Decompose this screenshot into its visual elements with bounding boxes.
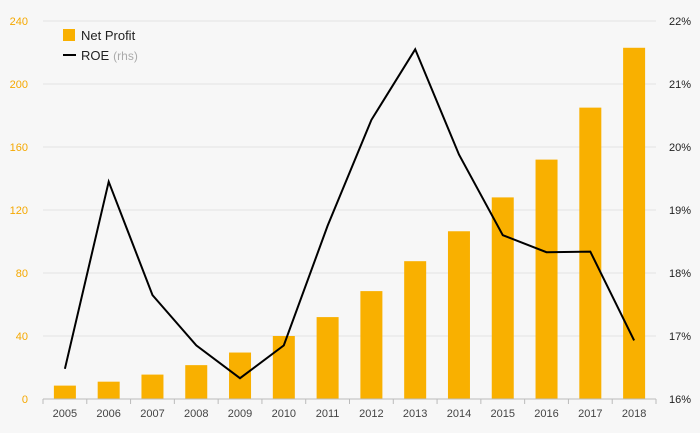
bar-net-profit-2013 <box>404 261 427 399</box>
bar-net-profit-2016 <box>535 159 558 399</box>
right-y-tick-label: 16% <box>669 394 691 406</box>
left-y-tick-label: 200 <box>10 79 28 91</box>
left-y-tick-label: 240 <box>10 16 28 28</box>
left-y-tick-label: 160 <box>10 142 28 154</box>
bar-net-profit-2011 <box>316 317 339 399</box>
x-tick-label: 2017 <box>578 408 602 420</box>
x-tick-label: 2013 <box>403 408 427 420</box>
x-tick-label: 2016 <box>534 408 558 420</box>
bar-net-profit-2009 <box>229 352 252 399</box>
x-tick-label: 2012 <box>359 408 383 420</box>
left-y-axis-ticks: 0 40 80 120 160 200 240 <box>10 16 28 406</box>
x-tick-label: 2008 <box>184 408 208 420</box>
x-tick-label: 2018 <box>622 408 646 420</box>
left-y-tick-label: 120 <box>10 205 28 217</box>
bar-net-profit-2008 <box>185 365 208 399</box>
x-tick-label: 2005 <box>53 408 77 420</box>
roe-line <box>63 47 635 380</box>
right-y-tick-label: 19% <box>669 205 691 217</box>
x-axis-ticks: 2005 2006 2007 2008 2009 2010 2011 2012 2013 2014… <box>53 408 647 420</box>
left-y-tick-label: 40 <box>16 331 28 343</box>
legend-label-roe-name: ROE <box>81 48 110 63</box>
left-y-tick-label: 80 <box>16 268 28 280</box>
legend-label-net-profit: Net Profit <box>81 28 136 43</box>
bar-net-profit-2005 <box>53 385 76 399</box>
bar-net-profit-2012 <box>360 291 383 399</box>
x-tick-label: 2006 <box>96 408 120 420</box>
bar-net-profit-2010 <box>272 336 295 399</box>
right-y-axis-ticks: 16% 17% 18% 19% 20% 21% 22% <box>669 16 691 406</box>
right-y-tick-label: 21% <box>669 79 691 91</box>
legend: Net Profit ROE (rhs) <box>63 28 138 63</box>
x-tick-label: 2009 <box>228 408 252 420</box>
x-tick-label: 2015 <box>491 408 515 420</box>
net-profit-bars <box>53 47 646 400</box>
x-tick-label: 2014 <box>447 408 471 420</box>
bar-net-profit-2006 <box>97 381 120 399</box>
x-tick-label: 2010 <box>272 408 296 420</box>
left-y-tick-label: 0 <box>22 394 28 406</box>
gridlines <box>43 20 656 337</box>
bar-net-profit-2007 <box>141 374 164 399</box>
legend-label-roe: ROE (rhs) <box>81 48 138 63</box>
bar-net-profit-2014 <box>447 231 470 399</box>
x-axis <box>42 398 657 404</box>
x-tick-label: 2011 <box>316 408 340 420</box>
legend-label-roe-suffix: (rhs) <box>113 49 138 63</box>
right-y-tick-label: 18% <box>669 268 691 280</box>
x-tick-label: 2007 <box>140 408 164 420</box>
bar-net-profit-2015 <box>491 197 514 399</box>
right-y-tick-label: 20% <box>669 142 691 154</box>
roe-line-group <box>63 47 635 380</box>
legend-swatch-net-profit <box>63 29 75 41</box>
right-y-tick-label: 22% <box>669 16 691 28</box>
right-y-tick-label: 17% <box>669 331 691 343</box>
bar-net-profit-2018 <box>623 47 646 400</box>
